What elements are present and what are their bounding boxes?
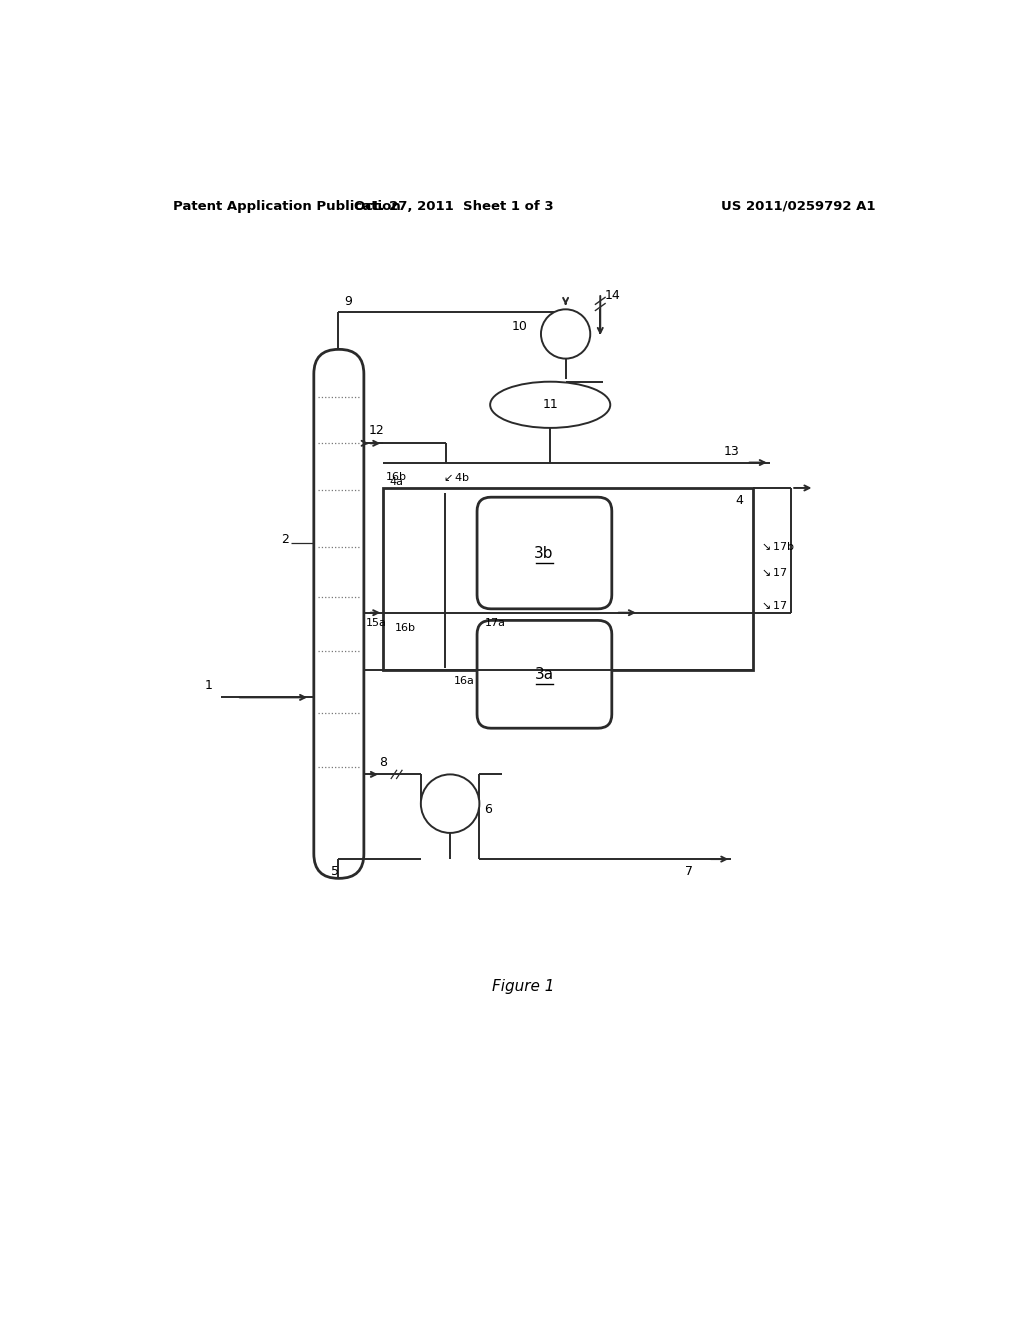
Text: 8: 8 — [379, 755, 387, 768]
Circle shape — [541, 309, 590, 359]
Ellipse shape — [490, 381, 610, 428]
Text: 9: 9 — [345, 296, 352, 308]
Text: 4a: 4a — [389, 477, 403, 487]
Text: $\searrow$17: $\searrow$17 — [759, 599, 787, 611]
Text: 10: 10 — [512, 319, 527, 333]
Text: 14: 14 — [605, 289, 621, 302]
Text: 17a: 17a — [484, 619, 506, 628]
Text: 6: 6 — [484, 804, 492, 816]
Text: 4: 4 — [736, 494, 743, 507]
Text: Patent Application Publication: Patent Application Publication — [173, 199, 400, 213]
Text: 7: 7 — [685, 865, 693, 878]
Text: US 2011/0259792 A1: US 2011/0259792 A1 — [722, 199, 876, 213]
Text: 3a: 3a — [535, 667, 554, 682]
Text: $\searrow$17: $\searrow$17 — [759, 566, 787, 578]
Text: Figure 1: Figure 1 — [492, 978, 555, 994]
Text: 13: 13 — [724, 445, 739, 458]
Text: Oct. 27, 2011  Sheet 1 of 3: Oct. 27, 2011 Sheet 1 of 3 — [354, 199, 554, 213]
Text: 16a: 16a — [454, 676, 475, 686]
Text: 2: 2 — [282, 533, 290, 546]
Text: 15a: 15a — [367, 619, 387, 628]
Text: 16b: 16b — [386, 473, 408, 482]
Text: $\swarrow$4b: $\swarrow$4b — [441, 471, 470, 483]
Circle shape — [421, 775, 479, 833]
FancyBboxPatch shape — [477, 498, 611, 609]
Text: 3b: 3b — [535, 546, 554, 561]
Bar — [383, 488, 753, 671]
Text: 12: 12 — [369, 425, 384, 437]
Text: 16b: 16b — [394, 623, 416, 634]
Text: 1: 1 — [205, 678, 212, 692]
FancyBboxPatch shape — [313, 350, 364, 878]
Text: 5: 5 — [331, 865, 339, 878]
Text: 11: 11 — [543, 399, 558, 412]
Text: $\searrow$17b: $\searrow$17b — [759, 540, 795, 552]
FancyBboxPatch shape — [477, 620, 611, 729]
